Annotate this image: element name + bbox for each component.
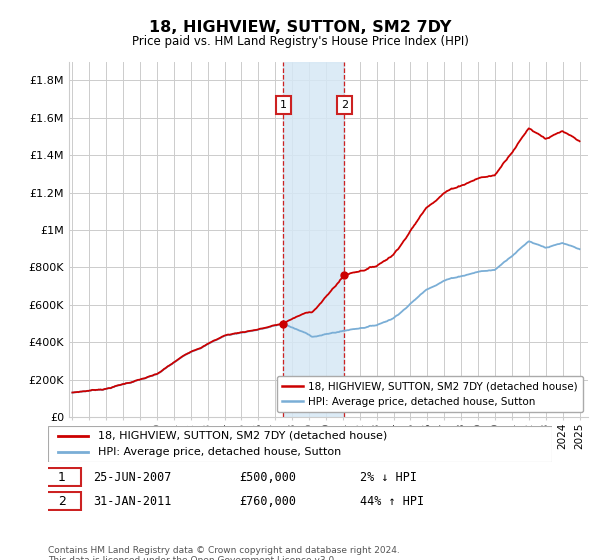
- FancyBboxPatch shape: [43, 492, 81, 511]
- Text: 1: 1: [58, 470, 66, 484]
- Text: 2: 2: [341, 100, 348, 110]
- FancyBboxPatch shape: [48, 426, 552, 462]
- Text: 44% ↑ HPI: 44% ↑ HPI: [361, 494, 425, 508]
- Legend: 18, HIGHVIEW, SUTTON, SM2 7DY (detached house), HPI: Average price, detached hou: 18, HIGHVIEW, SUTTON, SM2 7DY (detached …: [277, 376, 583, 412]
- Text: 18, HIGHVIEW, SUTTON, SM2 7DY: 18, HIGHVIEW, SUTTON, SM2 7DY: [149, 20, 451, 35]
- Text: 2: 2: [58, 494, 66, 508]
- Text: £500,000: £500,000: [239, 470, 296, 484]
- Text: 25-JUN-2007: 25-JUN-2007: [94, 470, 172, 484]
- FancyBboxPatch shape: [43, 468, 81, 487]
- Text: 1: 1: [280, 100, 287, 110]
- Text: Contains HM Land Registry data © Crown copyright and database right 2024.
This d: Contains HM Land Registry data © Crown c…: [48, 546, 400, 560]
- Text: HPI: Average price, detached house, Sutton: HPI: Average price, detached house, Sutt…: [98, 447, 341, 457]
- Bar: [283, 62, 344, 417]
- Text: £760,000: £760,000: [239, 494, 296, 508]
- Text: 18, HIGHVIEW, SUTTON, SM2 7DY (detached house): 18, HIGHVIEW, SUTTON, SM2 7DY (detached …: [98, 431, 388, 441]
- Text: 31-JAN-2011: 31-JAN-2011: [94, 494, 172, 508]
- Text: Price paid vs. HM Land Registry's House Price Index (HPI): Price paid vs. HM Land Registry's House …: [131, 35, 469, 48]
- Text: 2% ↓ HPI: 2% ↓ HPI: [361, 470, 418, 484]
